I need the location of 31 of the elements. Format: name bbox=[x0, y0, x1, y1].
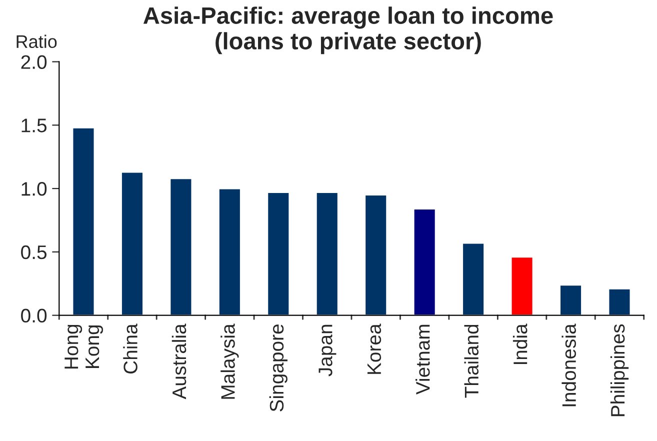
bar bbox=[120, 171, 144, 316]
bar bbox=[315, 192, 339, 316]
chart-title: Asia-Pacific: average loan to income (loans to private sector) bbox=[143, 6, 553, 54]
y-tick-label: 1.0 bbox=[22, 182, 47, 196]
x-tick-label: Philippines bbox=[610, 324, 629, 416]
bar bbox=[608, 288, 632, 316]
y-tick-label: 1.5 bbox=[22, 118, 47, 132]
x-tick-label: China bbox=[123, 324, 138, 374]
y-axis-title: Ratio bbox=[16, 34, 57, 48]
x-tick-label: India bbox=[512, 324, 528, 364]
y-tick-label: 0.5 bbox=[21, 245, 47, 260]
x-tick-label: Australia bbox=[172, 324, 186, 400]
x-tick-label: Malaysia bbox=[220, 324, 239, 399]
x-tick-label: Indonesia bbox=[562, 324, 576, 406]
x-tick-label: Singapore bbox=[269, 324, 288, 412]
bar bbox=[510, 256, 534, 316]
x-tick-label: Korea bbox=[368, 324, 382, 374]
bar bbox=[412, 208, 436, 316]
y-tick-label: 0.0 bbox=[21, 308, 47, 323]
bar bbox=[266, 192, 290, 316]
y-tick-label: 2.0 bbox=[21, 55, 47, 69]
bar bbox=[72, 126, 96, 316]
x-tick-label: Thailand bbox=[464, 324, 479, 398]
bar bbox=[462, 242, 485, 316]
bar bbox=[559, 284, 582, 316]
bar bbox=[364, 194, 388, 316]
bar bbox=[169, 178, 193, 316]
x-tick-label: Hong Kong bbox=[64, 324, 104, 369]
x-tick-label: Vietnam bbox=[416, 324, 430, 395]
x-tick-label: Japan bbox=[318, 324, 336, 376]
bar bbox=[218, 188, 242, 316]
